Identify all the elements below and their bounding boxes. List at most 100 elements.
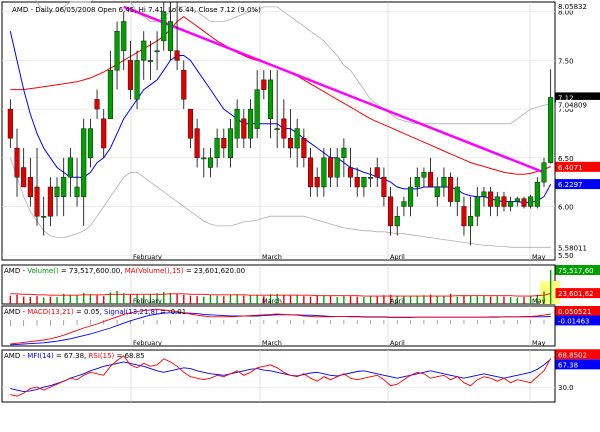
axis-tag-box [555, 288, 600, 299]
volume-bar [356, 296, 358, 304]
axis-value-tag: 5.58011 [556, 242, 600, 252]
candle-body [341, 147, 347, 158]
volume-bar [116, 291, 118, 304]
axis-tag-label: 0.050521 [558, 308, 591, 316]
candle-body [261, 79, 267, 90]
volume-bar [476, 296, 478, 304]
volume-bar [129, 294, 132, 304]
candle-body [34, 186, 40, 217]
price-candle [401, 196, 407, 217]
candle-body [207, 157, 213, 168]
volume-bar [389, 294, 392, 304]
price-candle [474, 186, 480, 226]
candle-body [327, 157, 334, 178]
volume-bar [123, 293, 125, 304]
price-candle [441, 167, 447, 197]
candle-body [528, 196, 534, 207]
price-candle [27, 157, 33, 207]
volume-bar [156, 293, 158, 304]
price-candle [34, 148, 40, 226]
price-candle [388, 186, 394, 236]
volume-bar [243, 295, 245, 304]
volume-bar [423, 295, 425, 304]
volume-bar [463, 295, 465, 304]
price-candle [448, 172, 454, 207]
volume-bar [209, 295, 212, 304]
price-candle [221, 128, 227, 158]
price-candle [534, 177, 540, 209]
volume-bar [489, 296, 492, 304]
candle-body [428, 172, 434, 188]
price-candle [421, 167, 427, 187]
candle-body [474, 196, 480, 217]
candle-body [434, 186, 440, 197]
axis-tag-box [555, 359, 600, 370]
candle-body [354, 177, 360, 188]
price-candle [281, 99, 287, 149]
candle-body [241, 118, 247, 139]
candle-body [87, 128, 93, 158]
price-candle [87, 118, 93, 168]
x-tick-label: February [133, 297, 162, 305]
candle-body [494, 196, 500, 207]
volume-bar [249, 295, 252, 304]
price-candle [327, 148, 334, 187]
bollinger-lower-line [9, 157, 551, 248]
candle-body [548, 97, 554, 163]
price-candle [121, 11, 127, 71]
panel-title-part: AMD - [4, 308, 27, 316]
volume-bar [69, 294, 72, 304]
candle-body [234, 108, 240, 139]
candle-body [21, 167, 27, 188]
axis-value-tag: -0.01463 [555, 315, 600, 326]
price-candle [187, 108, 193, 149]
candle-body [321, 157, 327, 188]
price-candle [321, 148, 327, 197]
mfi-line [10, 359, 551, 393]
axis-value-tag: 0.050521 [555, 306, 600, 316]
axis-value-tag: 8.05832 [556, 1, 600, 11]
volume-bar [449, 293, 452, 304]
candle-body [194, 128, 200, 158]
candle-body [127, 60, 133, 90]
candle-body [187, 108, 193, 139]
candle-body [14, 147, 20, 178]
x-tick-label: March [262, 297, 282, 305]
volume-bar [276, 293, 278, 304]
candle-body [107, 69, 113, 120]
panel-title-part: = 68.85 [114, 352, 144, 360]
axis-tag-label: 23,601,62 [558, 290, 594, 298]
volume-bar [503, 296, 505, 304]
volume-bar [229, 294, 232, 304]
candle-body [81, 128, 87, 197]
price-candle [307, 148, 314, 197]
price-candle [54, 177, 60, 217]
volume-bar [529, 296, 532, 304]
panel-title-part: RSI(15) [89, 352, 115, 360]
volume-bar [216, 295, 218, 304]
volume-bar [456, 296, 458, 304]
volume-bar [403, 296, 405, 304]
price-candle [488, 186, 494, 217]
candle-body [314, 177, 320, 188]
price-candle [314, 167, 320, 197]
axis-tag-box [555, 179, 600, 190]
price-candle [94, 89, 100, 119]
price-candle [368, 167, 374, 187]
panel-title-part: = 73,517,600.00, [59, 267, 125, 275]
y-tick-label: 30.0 [558, 384, 574, 392]
price-candle [114, 21, 120, 90]
x-tick-label: March [262, 253, 282, 261]
volume-bar [263, 296, 265, 304]
candle-body [201, 157, 207, 160]
price-candle [348, 148, 354, 187]
axis-tag-box [555, 315, 600, 326]
price-candle [354, 167, 360, 197]
y-tick-label: 7.00 [558, 106, 574, 114]
volume-bar [83, 292, 85, 304]
price-candle [21, 148, 27, 188]
panel-title-part: = 0.05, [74, 308, 104, 316]
candle-body [421, 172, 427, 178]
x-tick-label: May [532, 253, 546, 261]
volume-bar [76, 295, 78, 304]
